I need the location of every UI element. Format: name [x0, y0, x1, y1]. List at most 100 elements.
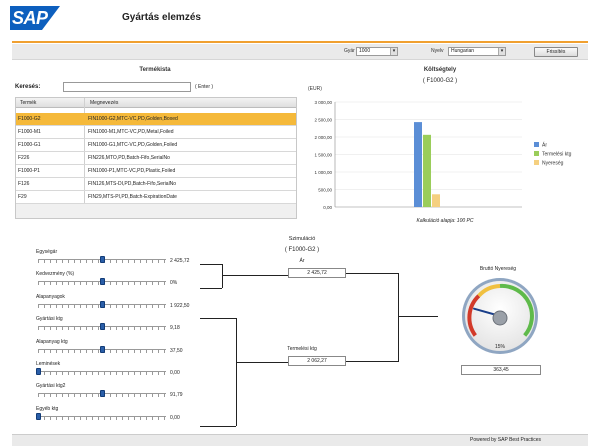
gross-profit-value-box: 363,45 — [461, 365, 541, 375]
gauge-red-zone — [467, 294, 481, 337]
product-table: Termék Megnevezés F1000-G2 FIN1000-G2,MT… — [15, 97, 297, 219]
slider-thumb[interactable] — [100, 278, 105, 285]
legend-label: Ár — [542, 142, 547, 149]
bracket-line — [200, 264, 222, 265]
legend-swatch — [534, 142, 539, 147]
slider-thumb[interactable] — [100, 346, 105, 353]
slider-value: 0,00 — [170, 415, 180, 421]
chart-ytick-label: 3 000,00 — [314, 100, 332, 105]
refresh-button[interactable]: Frissítés — [534, 47, 578, 57]
table-row[interactable]: F1000-P1 FIN1000-P1,MTC-VC,PD,Plastic,Fo… — [16, 165, 296, 178]
slider-value: 0% — [170, 280, 178, 286]
legend-swatch — [534, 160, 539, 165]
gauge-green-zone — [499, 283, 534, 337]
cell-code: F1000-G1 — [18, 142, 41, 148]
toolbar — [12, 44, 588, 60]
cell-desc: FIN1000-G2,MTC-VC,PD,Golden,Boxed — [88, 116, 178, 122]
slider-value: 2 425,72 — [170, 258, 190, 264]
footer-text: Powered by SAP Best Practices — [470, 437, 542, 443]
table-header: Termék Megnevezés — [16, 98, 296, 108]
gauge-percent: 15% — [495, 344, 506, 350]
slider-label: Alapanyagok — [36, 294, 65, 300]
column-header-product: Termék — [20, 100, 37, 106]
bracket-line — [236, 362, 288, 363]
search-hint: ( Enter ) — [195, 84, 214, 90]
slider-label: Gyártási ktg — [36, 316, 63, 322]
slider-track[interactable] — [38, 416, 166, 420]
language-select[interactable]: Hungarian ▾ — [448, 47, 506, 56]
plant-select-value: 1000 — [359, 48, 371, 54]
bracket-line — [200, 318, 236, 319]
cell-desc: FIN29,MTS-PI,PD,Batch-ExpirationDate — [88, 194, 177, 200]
chevron-down-icon: ▾ — [498, 48, 505, 55]
cell-desc: FIN1000-G1,MTC-VC,PD,Golden,Foiled — [88, 142, 178, 148]
cost-label: Termelési ktg — [287, 346, 317, 352]
bracket-line — [200, 288, 222, 289]
slider-track[interactable] — [38, 371, 166, 375]
slider-thumb[interactable] — [100, 301, 105, 308]
cell-code: F126 — [18, 181, 30, 187]
chart-bar-1 — [414, 122, 422, 207]
sap-logo-text: SAP — [12, 8, 48, 28]
slider-value: 91,79 — [170, 392, 183, 398]
bracket-line — [346, 361, 398, 362]
legend-label: Nyereség — [542, 161, 564, 167]
column-header-description: Megnevezés — [90, 100, 119, 106]
slider-label: Kedvezmény (%) — [36, 271, 75, 277]
product-list-title: Termékista — [139, 67, 171, 73]
slider-label: Gyártási ktg2 — [36, 383, 66, 389]
cell-code: F1000-M1 — [18, 129, 41, 135]
gauge-yellow-zone — [477, 284, 501, 298]
slider-thumb[interactable] — [100, 256, 105, 263]
search-input[interactable] — [63, 82, 191, 92]
chart-ytick-label: 1 500,00 — [314, 152, 332, 157]
plant-label: Gyár — [344, 48, 355, 54]
simulation-title: Szimuláció — [288, 236, 316, 242]
cost-chart-title: Költségtely — [423, 67, 457, 73]
gross-profit-gauge: 15% — [462, 278, 538, 354]
chart-caption: Kalkuláció alapja: 100 PC — [416, 218, 474, 224]
cost-chart-subtitle: ( F1000-G2 ) — [422, 78, 458, 84]
chart-ytick-label: 1 000,00 — [314, 170, 332, 175]
price-value-box: 2 425,72 — [288, 268, 346, 278]
bracket-line — [222, 275, 288, 276]
cell-desc: FIN226,MTO,PD,Batch-Fifo,SerialNo — [88, 155, 170, 161]
cost-bar-chart: (EUR) 0,00 500,00 1 000,00 1 500,00 2 000,00… — [308, 86, 572, 210]
page-title: Gyártás elemzés — [122, 12, 201, 23]
bracket-line — [346, 273, 398, 274]
slider-thumb[interactable] — [36, 413, 41, 420]
table-row[interactable]: F1000-M1 FIN1000-M1,MTC-VC,PD,Metal,Foil… — [16, 126, 296, 139]
cell-desc: FIN1000-P1,MTC-VC,PD,Plastic,Foiled — [88, 168, 176, 174]
bracket-line — [236, 318, 237, 426]
chart-ytick-label: 500,00 — [318, 187, 332, 192]
slider-thumb[interactable] — [100, 323, 105, 330]
header-divider — [12, 41, 588, 43]
chart-ytick-label: 0,00 — [323, 205, 332, 210]
cell-code: F226 — [18, 155, 30, 161]
table-row[interactable]: F1000-G1 FIN1000-G1,MTC-VC,PD,Golden,Foi… — [16, 139, 296, 152]
table-row[interactable]: F126 FIN126,MTS-DI,PD,Batch-Fifo,SerialN… — [16, 178, 296, 191]
slider-thumb[interactable] — [36, 368, 41, 375]
language-select-value: Hungarian — [451, 48, 475, 54]
slider-label: Egységár — [36, 249, 58, 255]
gauge-title: Bruttó Nyereség — [479, 266, 517, 272]
table-row[interactable]: F29 FIN29,MTS-PI,PD,Batch-ExpirationDate — [16, 191, 296, 204]
slider-value: 0,00 — [170, 370, 180, 376]
bracket-line — [398, 316, 438, 317]
table-row[interactable]: F226 FIN226,MTO,PD,Batch-Fifo,SerialNo — [16, 152, 296, 165]
slider-value: 9,18 — [170, 325, 180, 331]
cost-value-box: 2 062,27 — [288, 356, 346, 366]
slider-label: Egyéb ktg — [36, 406, 59, 412]
footer — [12, 434, 588, 446]
plant-select[interactable]: 1000 ▾ — [356, 47, 398, 56]
slider-label: Alapanyag ktg — [36, 339, 68, 345]
slider-value: 37,50 — [170, 348, 183, 354]
slider-label: Leminések — [36, 361, 61, 367]
table-row-selected[interactable]: F1000-G2 FIN1000-G2,MTC-VC,PD,Golden,Box… — [16, 113, 296, 126]
slider-thumb[interactable] — [100, 390, 105, 397]
cell-desc: FIN126,MTS-DI,PD,Batch-Fifo,SerialNo — [88, 181, 177, 187]
column-divider — [84, 98, 85, 218]
cell-code: F29 — [18, 194, 27, 200]
chart-ytick-label: 2 500,00 — [314, 117, 332, 122]
chevron-down-icon: ▾ — [390, 48, 397, 55]
